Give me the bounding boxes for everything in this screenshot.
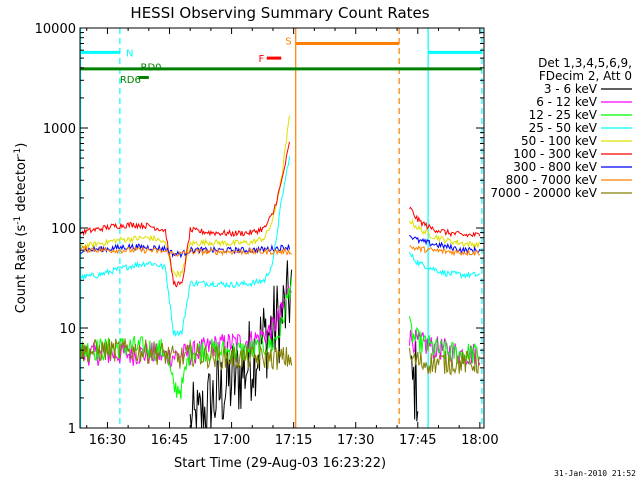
flag-label: S (285, 36, 291, 47)
series-line (80, 155, 290, 337)
legend: Det 1,3,4,5,6,9, FDecim 2, Att 0 3 - 6 k… (490, 56, 632, 200)
y-axis-label: Count Rate (s-1 detector-1) (13, 143, 29, 314)
y-tick-label: 1000 (43, 122, 76, 137)
x-tick-label: 17:30 (337, 433, 374, 448)
chart-title: HESSI Observing Summary Count Rates (130, 4, 429, 22)
legend-item-label: 300 - 800 keV (513, 160, 597, 174)
legend-item-label: 6 - 12 keV (536, 95, 598, 109)
y-tick-label: 10 (59, 322, 76, 337)
x-axis-label: Start Time (29-Aug-03 16:23:22) (174, 456, 386, 471)
y-tick-label: 100 (51, 222, 76, 237)
x-tick-label: 17:45 (399, 433, 436, 448)
series-line (409, 251, 480, 280)
series-line (80, 242, 290, 259)
x-tick-label: 17:15 (275, 433, 312, 448)
x-tick-label: 18:00 (461, 433, 498, 448)
y-axis-label-part: ) (14, 143, 29, 148)
series-line (80, 244, 292, 257)
legend-item-label: 25 - 50 keV (529, 121, 598, 135)
series-line (80, 338, 293, 371)
series-line (409, 245, 480, 257)
legend-header-line: Det 1,3,4,5,6,9, (538, 56, 632, 70)
series-line (409, 218, 481, 250)
y-axis-label-part: Count Rate (s (14, 225, 29, 314)
y-axis-label-part: detector (14, 156, 29, 216)
series-line (409, 316, 481, 365)
y-tick-label: 10000 (35, 22, 76, 37)
legend-header-line: FDecim 2, Att 0 (539, 69, 632, 83)
legend-item-label: 100 - 300 keV (513, 147, 597, 161)
y-axis-label-superscript: -1 (13, 148, 23, 157)
series-line (409, 347, 481, 376)
y-axis: 1 10 100 1000 10000 (35, 22, 484, 437)
y-tick-label: 1 (68, 422, 76, 437)
x-axis: 16:30 16:45 17:00 17:15 17:30 17:45 18:00 (86, 28, 499, 448)
legend-item-label: 7000 - 20000 keV (490, 186, 597, 200)
x-tick-label: 16:45 (151, 433, 188, 448)
flag-label: N (126, 48, 133, 59)
x-tick-label: 17:00 (213, 433, 250, 448)
footer-timestamp: 31-Jan-2010 21:52 (554, 469, 636, 478)
series-line (409, 206, 481, 238)
y-axis-label-superscript: -1 (13, 216, 23, 225)
legend-item-label: 12 - 25 keV (529, 108, 598, 122)
series-line (80, 141, 290, 288)
flag-label: RD0 (141, 63, 162, 74)
legend-item-label: 50 - 100 keV (521, 134, 598, 148)
flag-label: RD6 (120, 75, 141, 86)
legend-item-label: 3 - 6 keV (544, 82, 598, 96)
legend-item-label: 800 - 7000 keV (506, 173, 598, 187)
series-line (411, 341, 419, 422)
x-tick-label: 16:30 (89, 433, 126, 448)
plot-content (80, 28, 483, 428)
flag-label: F (258, 54, 264, 65)
